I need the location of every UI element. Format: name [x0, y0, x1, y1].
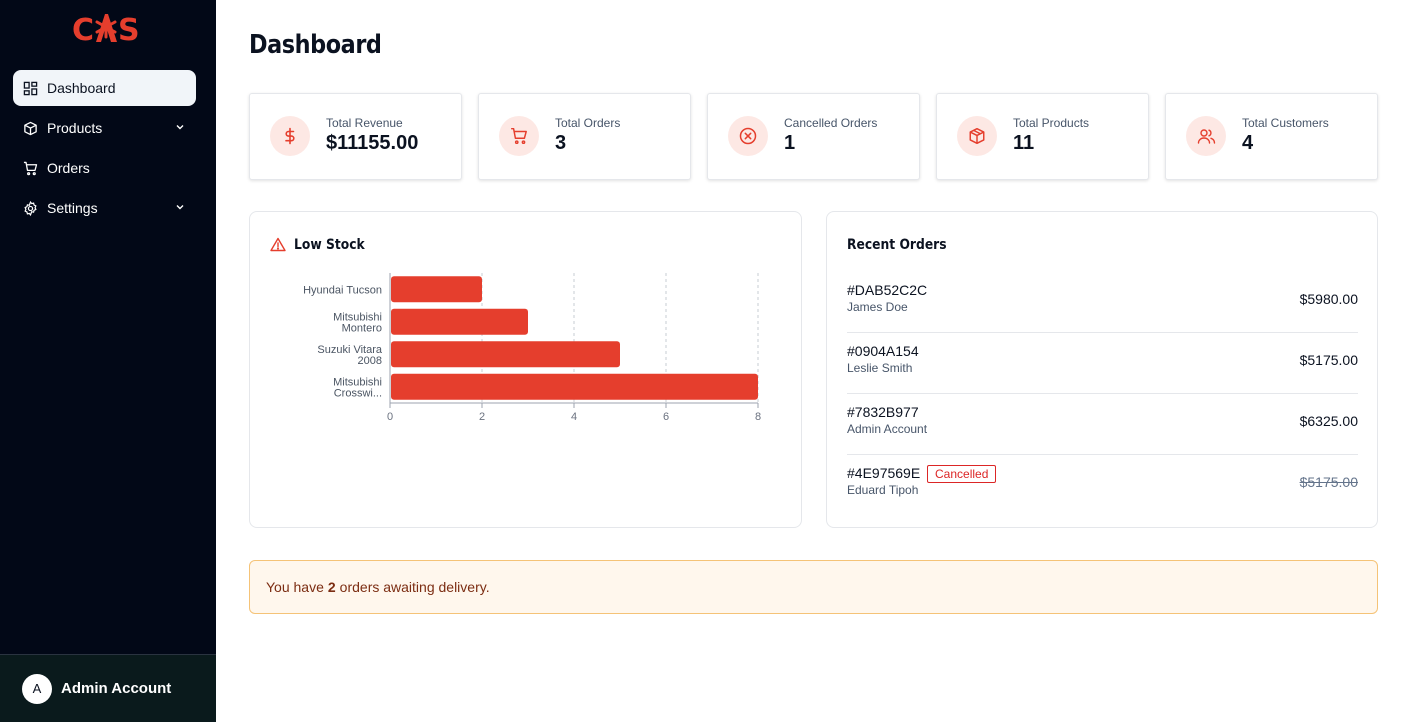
category-label: 2008	[358, 355, 382, 367]
sidebar-item-dashboard[interactable]: Dashboard	[13, 70, 196, 106]
sidebar: C S Dashboard Products Orders	[0, 0, 216, 722]
warning-icon	[270, 237, 286, 252]
order-customer: James Doe	[847, 300, 908, 314]
order-customer: Admin Account	[847, 422, 928, 436]
stat-card-cancelled-orders: Cancelled Orders 1	[707, 93, 920, 180]
stat-label: Total Customers	[1242, 116, 1329, 130]
account-menu[interactable]: A Admin Account	[0, 654, 216, 722]
sidebar-item-orders[interactable]: Orders	[13, 150, 196, 186]
stat-value: 1	[784, 132, 796, 154]
recent-orders-list: #DAB52C2C James Doe $5980.00 #0904A154 L…	[847, 272, 1358, 516]
order-total: $5980.00	[1299, 291, 1358, 307]
order-total: $6325.00	[1299, 413, 1358, 429]
stock-bar	[391, 308, 528, 335]
stat-value: 11	[1013, 132, 1035, 154]
stock-bar	[391, 373, 758, 400]
chevron-down-icon[interactable]	[174, 201, 186, 213]
category-label: Montero	[342, 322, 382, 334]
dashboard-icon	[22, 80, 38, 96]
order-id: #7832B977	[847, 404, 919, 420]
svg-text:S: S	[118, 13, 138, 44]
sidebar-item-label: Orders	[47, 160, 90, 176]
category-label: Mitsubishi	[333, 311, 382, 323]
category-label: Hyundai Tucson	[303, 284, 382, 296]
x-tick-label: 4	[571, 411, 577, 423]
stat-card-total-orders: Total Orders 3	[478, 93, 691, 180]
sidebar-item-products[interactable]: Products	[13, 110, 196, 146]
x-tick-label: 8	[755, 411, 761, 423]
order-id: #DAB52C2C	[847, 282, 928, 298]
sidebar-item-label: Settings	[47, 200, 98, 216]
stat-label: Total Products	[1013, 116, 1090, 130]
chevron-down-icon[interactable]	[174, 121, 186, 133]
stat-value: $11155.00	[326, 132, 419, 154]
delivery-alert: You have 2 orders awaiting delivery.	[249, 560, 1378, 614]
stat-label: Total Orders	[555, 116, 621, 130]
low-stock-card: Low Stock 0 2 4 6 8 Hyundai Tucson Mitsubishi M…	[249, 211, 802, 528]
alert-suffix: orders awaiting delivery.	[339, 579, 490, 595]
recent-orders-card: Recent Orders #DAB52C2C James Doe $5980.…	[826, 211, 1378, 528]
order-row[interactable]: #4E97569E Cancelled Eduard Tipoh $5175.0…	[847, 455, 1358, 516]
status-badge: Cancelled	[927, 465, 997, 483]
order-id: #0904A154	[847, 343, 919, 359]
order-customer: Eduard Tipoh	[847, 483, 919, 497]
stat-label: Cancelled Orders	[784, 116, 878, 130]
order-row[interactable]: #0904A154 Leslie Smith $5175.00	[847, 333, 1358, 394]
recent-orders-title: Recent Orders	[847, 237, 947, 253]
alert-prefix: You have	[266, 579, 324, 595]
cart-icon	[499, 116, 539, 156]
category-label: Crosswi...	[334, 387, 382, 399]
x-circle-icon	[728, 116, 768, 156]
gear-icon	[22, 200, 38, 216]
cart-icon	[22, 160, 38, 176]
sidebar-nav: Dashboard Products Orders Settings	[13, 70, 196, 230]
category-label: Mitsubishi	[333, 376, 382, 388]
order-total: $5175.00	[1299, 474, 1358, 490]
low-stock-title: Low Stock	[294, 237, 365, 253]
account-name: Admin Account	[61, 680, 172, 697]
order-id: #4E97569E	[847, 465, 921, 481]
x-tick-label: 6	[663, 411, 669, 423]
avatar: A	[22, 673, 52, 704]
x-tick-label: 0	[387, 411, 393, 423]
stock-bar	[391, 341, 620, 368]
dollar-icon	[270, 116, 310, 156]
sidebar-item-label: Dashboard	[47, 80, 116, 96]
users-icon	[1186, 116, 1226, 156]
order-row[interactable]: #7832B977 Admin Account $6325.00	[847, 394, 1358, 455]
sidebar-item-settings[interactable]: Settings	[13, 190, 196, 226]
page-title: Dashboard	[249, 30, 382, 60]
stat-card-total-products: Total Products 11	[936, 93, 1149, 180]
stat-card-total-customers: Total Customers 4	[1165, 93, 1378, 180]
order-customer: Leslie Smith	[847, 361, 913, 375]
stat-value: 4	[1242, 132, 1254, 154]
alert-count: 2	[327, 579, 336, 595]
order-total: $5175.00	[1299, 352, 1358, 368]
x-tick-label: 2	[479, 411, 485, 423]
svg-text:C: C	[72, 13, 93, 44]
category-label: Suzuki Vitara	[317, 344, 382, 356]
box-icon	[22, 120, 38, 136]
brand-logo[interactable]: C S	[72, 12, 138, 44]
stat-value: 3	[555, 132, 567, 154]
stat-label: Total Revenue	[326, 116, 403, 130]
order-row[interactable]: #DAB52C2C James Doe $5980.00	[847, 272, 1358, 333]
box-icon	[957, 116, 997, 156]
stock-bar	[391, 276, 482, 303]
stat-card-total-revenue: Total Revenue $11155.00	[249, 93, 462, 180]
sidebar-item-label: Products	[47, 120, 103, 136]
